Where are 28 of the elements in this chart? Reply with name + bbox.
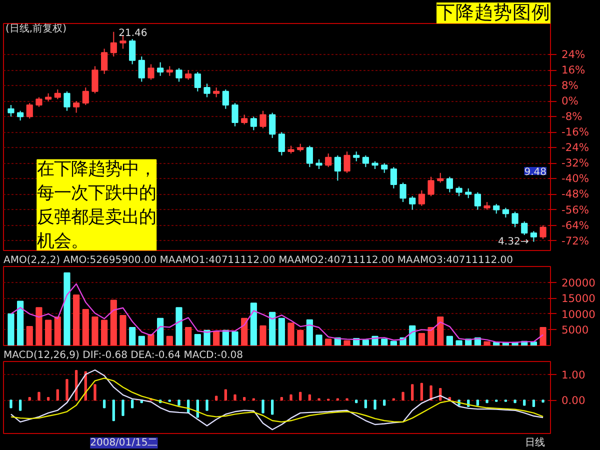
y-tick-label: 5000 xyxy=(562,324,589,337)
y-tick-label: 16% xyxy=(562,64,586,77)
y-tick-label: 0.00 xyxy=(562,394,586,408)
text: 2008/01/15二 xyxy=(90,438,158,448)
y-tick-label: -24% xyxy=(562,141,590,154)
text: 日线 xyxy=(524,436,545,448)
y-tick-label: -8% xyxy=(562,110,582,124)
annotation: 4.32→ xyxy=(498,236,529,248)
annotation: 在下降趋势中，每一次下跌中的反弹都是卖出的机会。 xyxy=(37,160,156,252)
y-tick-label: 0% xyxy=(562,94,578,108)
chart-subtitle: (日线,前复权) xyxy=(6,22,67,34)
y-tick-label: 8% xyxy=(562,79,578,92)
y-tick-label: -16% xyxy=(562,126,590,139)
y-tick-label: -32% xyxy=(562,156,590,170)
annotation: 21.46 xyxy=(118,28,148,39)
y-tick-label: 10000 xyxy=(562,308,596,321)
y-tick-label: -40% xyxy=(562,172,590,186)
y-tick-label: -56% xyxy=(562,203,590,216)
chart-title: 下降趋势图例 xyxy=(436,2,550,24)
y-tick-label: -72% xyxy=(562,234,590,248)
y-tick-label: 15000 xyxy=(562,292,596,306)
y-tick-label: 20000 xyxy=(562,276,596,290)
chart-title: MACD(12,26,9) DIF:-0.68 DEA:-0.64 MACD:-0.08 xyxy=(4,350,243,361)
y-tick-label: 24% xyxy=(562,48,586,62)
y-tick-label: -48% xyxy=(562,188,590,201)
y-tick-label: -64% xyxy=(562,218,590,232)
y-tick-label: 1.00 xyxy=(562,368,586,382)
chart-title: AMO(2,2,2) AMO:52695900.00 MAAMO1:40711112.00 MAAMO2:40711112.00 MAAMO3:40711112.00 xyxy=(4,255,513,266)
